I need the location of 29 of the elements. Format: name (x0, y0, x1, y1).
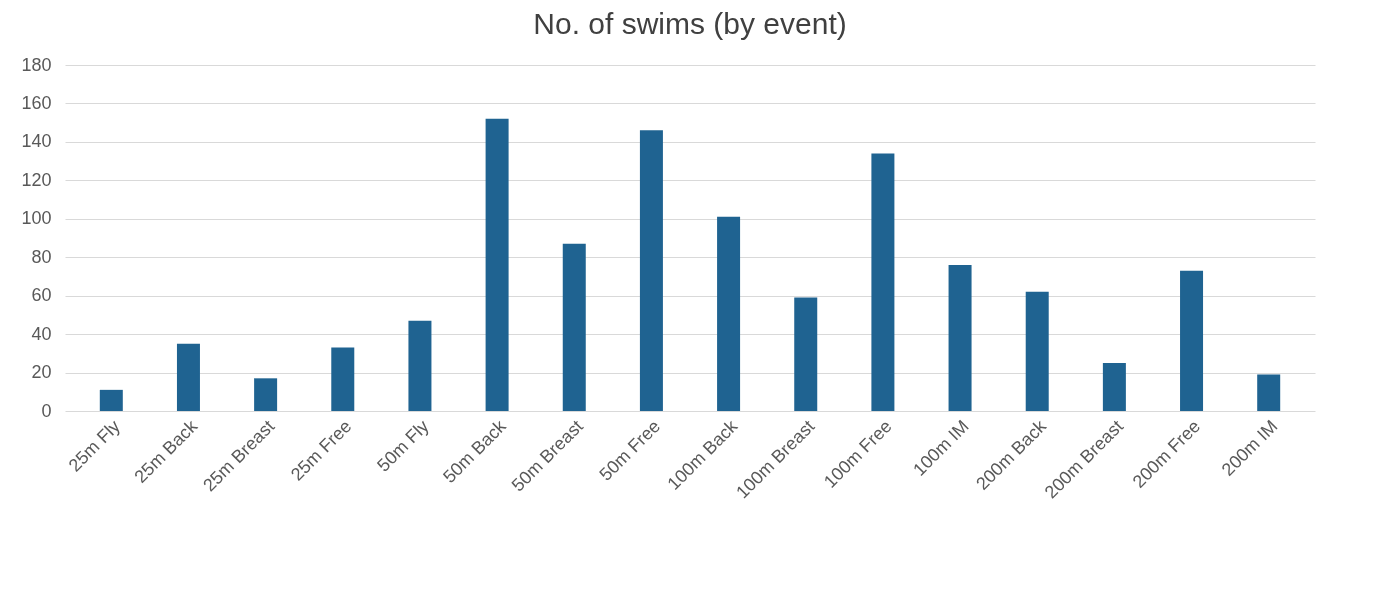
bar (254, 378, 278, 411)
x-tick-label: 25m Fly (64, 416, 125, 476)
bar (1025, 291, 1049, 411)
y-tick-label: 140 (21, 131, 52, 152)
bar (485, 118, 509, 411)
y-tick-label: 180 (21, 54, 52, 75)
bar (408, 320, 432, 411)
y-tick-label: 120 (21, 169, 52, 190)
bar (1257, 374, 1281, 411)
bar (639, 130, 663, 411)
bar (948, 264, 972, 411)
y-tick-label: 80 (31, 246, 52, 267)
bar (1102, 362, 1126, 411)
y-tick-label: 60 (31, 285, 52, 306)
bar (717, 216, 741, 411)
bar (1180, 270, 1204, 411)
y-tick-label: 160 (21, 92, 52, 113)
bar (562, 243, 586, 411)
bar (871, 153, 895, 411)
x-tick-label: 50m Fly (373, 416, 433, 476)
bar (794, 297, 818, 411)
y-tick-label: 0 (41, 400, 52, 421)
bar (176, 343, 200, 411)
y-tick-label: 100 (21, 208, 52, 229)
chart-title: No. of swims (by event) (533, 7, 847, 40)
bar (331, 347, 355, 411)
bar (99, 389, 123, 411)
y-tick-label: 20 (31, 362, 52, 383)
y-tick-label: 40 (31, 323, 52, 344)
